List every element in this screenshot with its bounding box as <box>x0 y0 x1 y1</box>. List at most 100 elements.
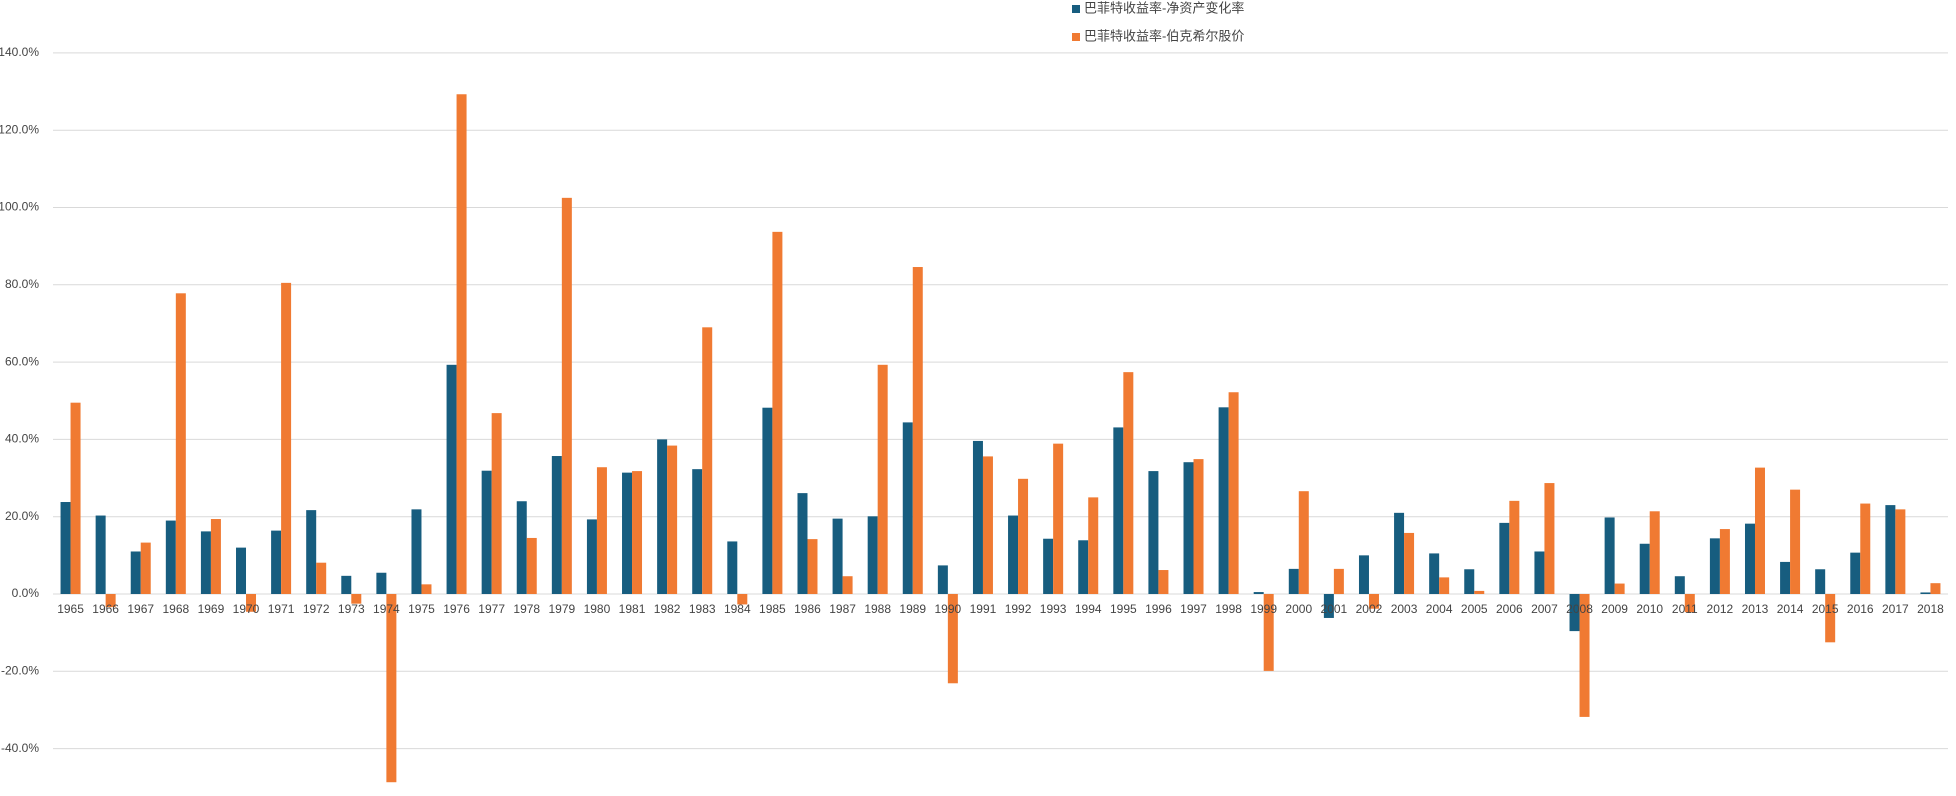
bar <box>1569 594 1580 632</box>
bar <box>60 502 71 594</box>
legend-swatch <box>1072 33 1080 41</box>
x-tick-label: 1975 <box>408 602 435 616</box>
bar <box>200 531 211 594</box>
bar <box>70 402 81 594</box>
bar <box>737 594 748 605</box>
bar <box>1709 538 1720 594</box>
x-tick-label: 2015 <box>1812 602 1839 616</box>
bar <box>842 576 853 594</box>
bar <box>1088 497 1099 594</box>
bar <box>411 509 422 594</box>
bar <box>1078 540 1089 594</box>
bar <box>491 413 502 594</box>
bar <box>1183 462 1194 594</box>
legend-label: 巴菲特收益率-净资产变化率 <box>1084 0 1244 15</box>
x-tick-label: 2006 <box>1496 602 1523 616</box>
bar <box>807 539 818 594</box>
bar <box>1509 500 1520 594</box>
x-tick-label: 2011 <box>1672 602 1698 616</box>
x-tick-label: 1994 <box>1075 602 1102 616</box>
bar <box>727 541 738 594</box>
bar <box>1123 372 1134 594</box>
bar <box>1780 561 1791 594</box>
bar <box>1744 523 1755 594</box>
x-tick-label: 2003 <box>1391 602 1418 616</box>
x-tick-label: 1973 <box>338 602 365 616</box>
x-tick-label: 1978 <box>513 602 540 616</box>
bar <box>1429 553 1440 594</box>
x-tick-label: 1992 <box>1005 602 1032 616</box>
x-tick-label: 2010 <box>1636 602 1663 616</box>
x-tick-label: 1987 <box>829 602 856 616</box>
bar <box>912 267 923 594</box>
x-tick-label: 1976 <box>443 602 470 616</box>
bar <box>1288 568 1299 594</box>
bar <box>1614 583 1625 594</box>
bar <box>982 456 993 594</box>
x-tick-label: 2013 <box>1742 602 1769 616</box>
bar <box>1719 529 1730 594</box>
bar <box>1333 568 1344 594</box>
bar <box>972 440 983 594</box>
bar <box>1895 509 1906 594</box>
x-tick-label: 1968 <box>162 602 189 616</box>
x-tick-label: 1981 <box>619 602 646 616</box>
x-tick-label: 1990 <box>935 602 962 616</box>
bar <box>516 501 527 594</box>
bar <box>1368 594 1379 609</box>
x-tick-label: 2000 <box>1285 602 1312 616</box>
bar <box>1263 594 1274 671</box>
x-tick-label: 2005 <box>1461 602 1488 616</box>
x-tick-label: 1985 <box>759 602 786 616</box>
y-tick-label: 100.0% <box>0 200 39 214</box>
x-tick-label: 1980 <box>584 602 611 616</box>
bar <box>456 94 467 595</box>
bar <box>421 584 432 594</box>
x-tick-label: 2016 <box>1847 602 1874 616</box>
x-tick-label: 1966 <box>92 602 119 616</box>
bar <box>586 519 597 594</box>
x-tick-label: 1986 <box>794 602 821 616</box>
bar <box>446 364 457 594</box>
bar <box>351 594 362 604</box>
bar <box>1298 491 1309 594</box>
x-tick-label: 1989 <box>899 602 926 616</box>
bar <box>1148 471 1159 594</box>
bar <box>1113 427 1124 594</box>
x-tick-label: 1999 <box>1250 602 1277 616</box>
x-tick-label: 1965 <box>57 602 84 616</box>
bar <box>1253 592 1264 594</box>
bar <box>632 471 643 594</box>
bar <box>271 530 282 594</box>
bar <box>1193 459 1204 594</box>
x-tick-label: 2001 <box>1321 602 1348 616</box>
bar <box>1404 532 1415 594</box>
bar <box>702 327 713 594</box>
y-tick-label: 0.0% <box>12 586 40 600</box>
bar <box>130 551 141 594</box>
x-tick-label: 1998 <box>1215 602 1242 616</box>
bar <box>316 562 327 594</box>
x-tick-label: 2014 <box>1777 602 1804 616</box>
bar <box>1674 576 1685 594</box>
bar <box>797 493 808 594</box>
x-tick-label: 1996 <box>1145 602 1172 616</box>
bar <box>1649 511 1660 594</box>
x-tick-label: 1970 <box>233 602 260 616</box>
x-tick-label: 1969 <box>198 602 225 616</box>
y-tick-label: -20.0% <box>1 663 39 677</box>
bar <box>561 197 572 594</box>
x-tick-label: 2017 <box>1882 602 1909 616</box>
x-tick-label: 2004 <box>1426 602 1453 616</box>
bar <box>95 515 106 594</box>
bar <box>1474 590 1485 594</box>
bar <box>1885 505 1896 594</box>
bar <box>376 572 387 594</box>
x-tick-label: 1991 <box>970 602 997 616</box>
bar <box>526 537 537 594</box>
bar <box>1053 443 1064 594</box>
bar <box>692 469 703 594</box>
x-tick-label: 1974 <box>373 602 400 616</box>
bar <box>1860 503 1871 594</box>
